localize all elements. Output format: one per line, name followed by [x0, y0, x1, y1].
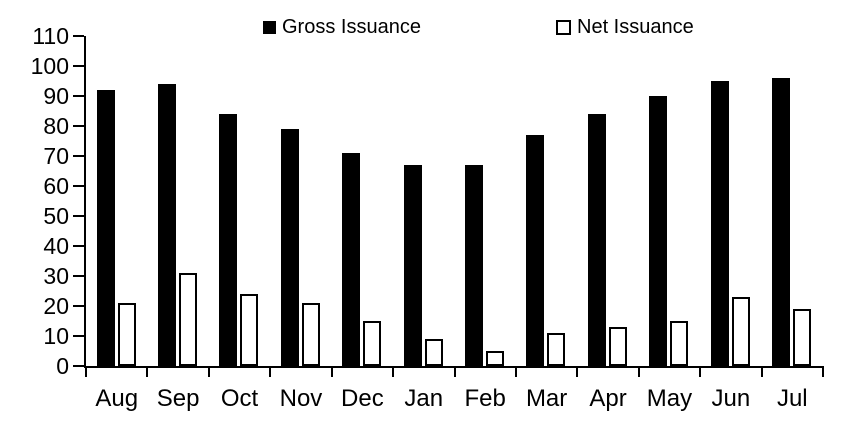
gross-issuance-bar [403, 165, 422, 366]
y-axis-tick [73, 335, 84, 337]
y-axis-tick [73, 215, 84, 217]
y-axis-tick [73, 365, 84, 367]
net-issuance-bar [301, 303, 320, 366]
gross-issuance-bar [772, 78, 791, 366]
x-axis-category-label: Nov [279, 385, 323, 412]
y-axis-tick [73, 35, 84, 37]
legend-label-net-issuance: Net Issuance [577, 16, 694, 38]
x-axis-tick [146, 366, 149, 377]
y-axis-tick-label: 60 [43, 173, 69, 199]
y-axis-tick [73, 185, 84, 187]
net-issuance-bar [178, 273, 197, 366]
y-axis-tick-label: 100 [30, 53, 69, 79]
legend-item-gross-issuance: Gross Issuance [263, 16, 421, 38]
x-axis-tick [576, 366, 579, 377]
net-issuance-bar [670, 321, 689, 366]
x-axis-tick [269, 366, 272, 377]
x-axis-category-label: Jan [404, 385, 444, 412]
net-issuance-bar [486, 351, 504, 366]
y-axis-tick-label: 10 [43, 323, 69, 349]
gross-issuance-bar [157, 84, 176, 366]
y-axis-tick [73, 125, 84, 127]
x-axis-tick [330, 366, 333, 377]
x-axis-category-label: Mar [525, 385, 568, 412]
net-issuance-bar [608, 327, 627, 366]
x-axis-tick [760, 366, 763, 377]
x-axis-tick [392, 366, 395, 377]
x-axis-category-label: Feb [464, 385, 506, 412]
x-axis-category-label: May [646, 385, 693, 412]
net-issuance-bar [117, 303, 136, 366]
gross-issuance-bar [96, 90, 115, 366]
net-issuance-bar [547, 333, 566, 366]
y-axis-tick-label: 70 [43, 143, 69, 169]
x-axis-tick [85, 366, 87, 377]
legend: Gross Issuance Net Issuance [0, 0, 852, 48]
x-axis-category-label: Dec [341, 385, 384, 412]
y-axis-tick-label: 90 [43, 83, 69, 109]
x-axis-tick [822, 366, 824, 377]
x-axis-tick [207, 366, 210, 377]
y-axis-tick [73, 155, 84, 157]
y-axis-tick-label: 30 [43, 263, 69, 289]
net-issuance-swatch-icon [556, 19, 571, 35]
x-axis-tick [637, 366, 640, 377]
y-axis-tick-label: 80 [43, 113, 69, 139]
gross-issuance-bar [526, 135, 545, 366]
y-axis-tick [73, 95, 84, 97]
y-axis-tick-label: 50 [43, 203, 69, 229]
y-axis-tick [73, 275, 84, 277]
y-axis-tick [73, 305, 84, 307]
x-axis-tick [514, 366, 517, 377]
gross-issuance-bar [465, 165, 483, 366]
legend-label-gross-issuance: Gross Issuance [282, 16, 421, 38]
x-axis-category-label: Aug [95, 385, 139, 412]
gross-issuance-swatch-icon [263, 20, 276, 34]
y-axis-tick [73, 245, 84, 247]
gross-issuance-bar [649, 96, 668, 366]
x-axis-category-label: Jun [711, 385, 751, 412]
y-axis-tick-label: 110 [32, 23, 69, 49]
x-axis-tick [453, 366, 456, 377]
legend-item-net-issuance: Net Issuance [556, 16, 694, 38]
x-axis-tick [699, 366, 702, 377]
x-axis-category-label: Sep [156, 385, 200, 412]
net-issuance-bar [363, 321, 382, 366]
net-issuance-bar [424, 339, 443, 366]
y-axis-tick-label: 40 [43, 233, 69, 259]
x-axis-category-label: Oct [220, 385, 259, 412]
net-issuance-bar [240, 294, 259, 366]
gross-issuance-bar [342, 153, 361, 366]
y-axis-tick-label: 0 [56, 353, 69, 379]
plot-area: 0 10 20 30 40 50 60 70 80 90 100 110 Aug Sep Oct Nov Dec… [31, 24, 824, 412]
x-axis-category-label: Jul [776, 385, 808, 412]
y-axis-tick-label: 20 [43, 293, 69, 319]
gross-issuance-bar [710, 81, 729, 366]
gross-issuance-bar [587, 114, 606, 366]
net-issuance-bar [793, 309, 812, 366]
net-issuance-bar [731, 297, 750, 366]
gross-issuance-bar [280, 129, 299, 366]
x-axis-category-label: Apr [589, 385, 627, 412]
y-axis-tick [73, 65, 84, 67]
gross-issuance-bar [219, 114, 238, 366]
